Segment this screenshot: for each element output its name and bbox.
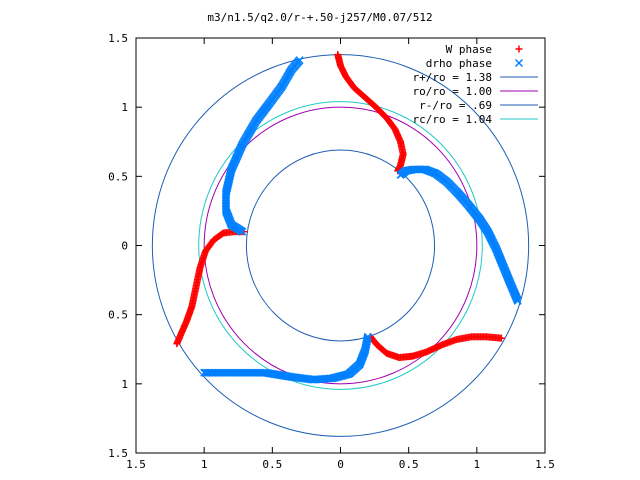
legend-marker: [515, 45, 523, 53]
y-tick-label: 1.5: [108, 447, 128, 460]
y-tick-label: 1.5: [108, 32, 128, 45]
x-tick-label: 0: [337, 458, 344, 471]
data-curve: [366, 333, 505, 362]
data-curve: [200, 332, 372, 384]
y-tick-label: 0: [121, 240, 128, 253]
reference-circle: [203, 106, 478, 385]
data-curve: [334, 51, 407, 175]
x-tick-label: 1: [201, 458, 208, 471]
legend-label: drho phase: [426, 57, 492, 70]
legend-label: W phase: [446, 43, 492, 56]
x-tick-label: 1.5: [126, 458, 146, 471]
reference-circle: [245, 149, 436, 342]
x-tick-label: 1.5: [535, 458, 555, 471]
legend-label: r+/ro = 1.38: [413, 71, 492, 84]
chart-title: m3/n1.5/q2.0/r-+.50-j257/M0.07/512: [207, 11, 432, 24]
y-tick-label: 1: [121, 101, 128, 114]
legend-label: ro/ro = 1.00: [413, 85, 492, 98]
series-layer: [173, 51, 522, 384]
x-tick-label: 0.5: [399, 458, 419, 471]
x-tick-label: 1: [474, 458, 481, 471]
series-w-phase: [173, 51, 505, 362]
legend-marker: [514, 58, 524, 68]
series-drho-phase: [200, 56, 522, 384]
data-curve: [173, 228, 248, 348]
legend-label: r-/ro = .69: [419, 99, 492, 112]
reference-circle: [198, 101, 483, 390]
y-tick-label: 0.5: [108, 170, 128, 183]
legend-label: rc/ro = 1.04: [413, 113, 493, 126]
y-tick-label: 1: [121, 378, 128, 391]
data-curve: [221, 56, 304, 236]
y-tick-label: 0.5: [108, 309, 128, 322]
x-tick-label: 0.5: [262, 458, 282, 471]
ticks-layer: 1.5 1 0.5 0 0.5 1 1.51.510.500.511.5: [108, 32, 555, 471]
data-curve: [396, 165, 522, 305]
